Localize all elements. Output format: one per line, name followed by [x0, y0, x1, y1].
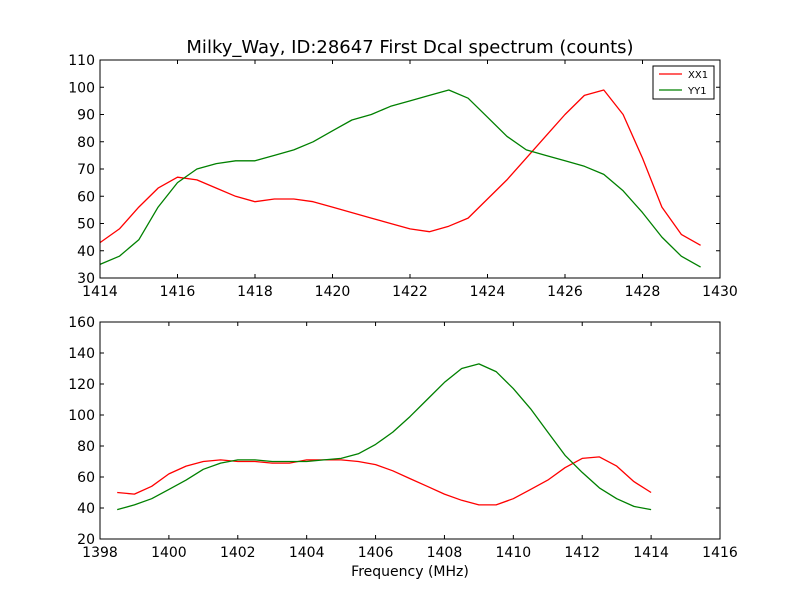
bottom-axes-frame — [99, 321, 721, 540]
bottom-x-tick-label: 1402 — [220, 545, 256, 561]
top-y-tick-label: 90 — [77, 108, 95, 124]
top-x-tick-label: 1422 — [392, 284, 428, 300]
legend-box — [652, 65, 715, 100]
top-x-tick-label: 1426 — [547, 284, 583, 300]
bottom-y-tick-label: 140 — [68, 346, 95, 362]
bottom-y-tick-label: 20 — [77, 532, 95, 548]
bottom-y-tick-label: 40 — [77, 501, 95, 517]
chart-title: Milky_Way, ID:28647 First Dcal spectrum … — [186, 37, 633, 58]
bottom-x-tick-label: 1416 — [702, 545, 738, 561]
top-series-group — [99, 89, 701, 268]
top-y-tick-label: 100 — [68, 80, 95, 96]
top-y-tick-label: 50 — [77, 217, 95, 233]
top-x-tick-label: 1430 — [702, 284, 738, 300]
bottom-x-tick-label: 1408 — [427, 545, 463, 561]
top-x-tick-label: 1420 — [315, 284, 351, 300]
legend: XX1 YY1 — [652, 65, 715, 100]
bottom-x-tick-label: 1398 — [82, 545, 118, 561]
bottom-x-tick-label: 1406 — [358, 545, 394, 561]
top-x-tick-label: 1418 — [237, 284, 273, 300]
bottom-y-tick-label: 80 — [77, 439, 95, 455]
bottom-y-tick-label: 120 — [68, 377, 95, 393]
top-subplot: 1414 1416 1418 1420 1422 1424 1426 1428 1430 30 4… — [68, 53, 738, 300]
top-x-tick-label: 1416 — [160, 284, 196, 300]
top-y-tick-label: 80 — [77, 135, 95, 151]
top-y-tick-label: 110 — [68, 53, 95, 69]
top-x-tick-label: 1428 — [625, 284, 661, 300]
bottom-x-tick-label: 1404 — [289, 545, 325, 561]
top-x-tick-label: 1414 — [82, 284, 118, 300]
top-series-xx1 — [99, 89, 701, 246]
bottom-x-tick-label: 1400 — [151, 545, 187, 561]
top-x-tick-label: 1424 — [470, 284, 506, 300]
bottom-y-axis: 20 40 60 80 100 120 140 160 — [68, 315, 720, 548]
top-series-yy1 — [99, 89, 701, 268]
x-axis-label: Frequency (MHz) — [351, 564, 469, 580]
bottom-series-group — [117, 363, 652, 511]
legend-label-yy1: YY1 — [687, 86, 707, 97]
top-y-tick-label: 40 — [77, 244, 95, 260]
legend-label-xx1: XX1 — [688, 70, 708, 81]
bottom-y-tick-label: 60 — [77, 470, 95, 486]
bottom-x-axis: 1398 1400 1402 1404 1406 1408 1410 1412 1414 1416 — [82, 322, 738, 561]
top-y-tick-label: 60 — [77, 189, 95, 205]
top-y-tick-label: 70 — [77, 162, 95, 178]
top-y-axis: 30 40 50 60 70 80 90 100 110 — [68, 53, 720, 287]
bottom-subplot: 1398 1400 1402 1404 1406 1408 1410 1412 1414 1416… — [68, 315, 738, 561]
bottom-x-tick-label: 1414 — [633, 545, 669, 561]
top-x-axis: 1414 1416 1418 1420 1422 1424 1426 1428 1430 — [82, 60, 738, 300]
bottom-y-tick-label: 100 — [68, 408, 95, 424]
bottom-series-yy1 — [117, 363, 652, 511]
bottom-series-xx1 — [117, 456, 652, 506]
bottom-x-tick-label: 1412 — [564, 545, 600, 561]
bottom-x-tick-label: 1410 — [496, 545, 532, 561]
bottom-y-tick-label: 160 — [68, 315, 95, 331]
top-y-tick-label: 30 — [77, 271, 95, 287]
